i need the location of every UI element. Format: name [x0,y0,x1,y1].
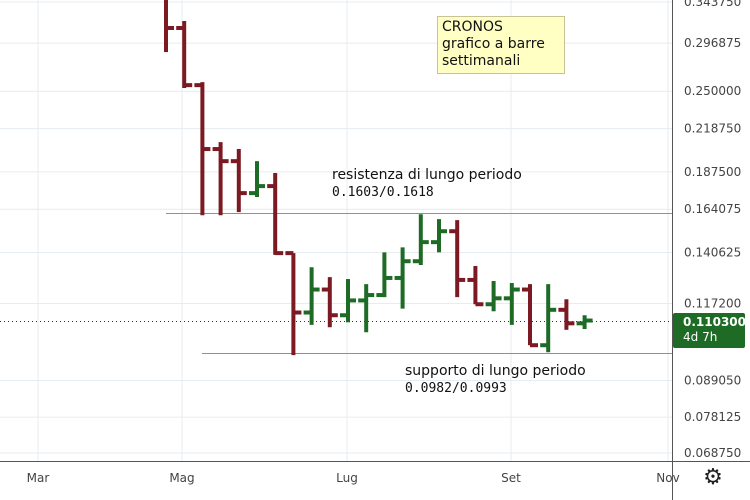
ohlc-bar [394,247,411,309]
ohlc-bar [267,173,284,256]
y-tick-label: 0.117200 [684,297,741,311]
title-line: CRONOS [442,19,503,35]
ohlc-bar [194,82,211,216]
y-tick-label: 0.164075 [684,202,741,216]
ohlc-bar [164,0,174,53]
x-tick-label: Mag [169,471,194,485]
ohlc-bar [449,220,466,298]
ohlc-bar [540,284,557,353]
ohlc-bar [503,283,520,325]
ohlc-bar [558,299,575,330]
settings-gear-icon[interactable]: ⚙ [703,465,723,490]
support-annotation: supporto di lungo periodo 0.0982/0.0993 [405,363,586,397]
ohlc-bar [212,142,229,216]
y-tick-label: 0.250000 [684,84,741,98]
support-value: 0.0982/0.0993 [405,381,507,396]
ohlc-bar [230,149,247,213]
y-tick-label: 0.343750 [684,0,741,9]
y-tick-label: 0.068750 [684,446,741,460]
y-tick-label: 0.140625 [684,245,741,259]
x-tick-label: Lug [336,471,358,485]
resistance-value: 0.1603/0.1618 [332,185,434,200]
title-line: settimanali [442,53,521,69]
ohlc-bar [576,315,593,330]
ohlc-bar [376,252,393,298]
ohlc-bar [285,251,302,356]
support-label: supporto di lungo periodo [405,363,586,379]
ohlc-bar [303,267,320,325]
ohlc-bar [321,277,338,328]
bar-countdown: 4d 7h [683,330,718,344]
ohlc-bar [485,281,502,312]
x-tick-label: Nov [656,471,679,485]
x-tick-label: Mar [27,471,50,485]
y-tick-label: 0.187500 [684,165,741,179]
y-tick-label: 0.296875 [684,36,741,50]
ohlc-bar [358,284,375,333]
y-tick-label: 0.089050 [684,374,741,388]
ohlc-bar [412,214,429,265]
last-price-label: 0.110300 [683,315,747,329]
resistance-label: resistenza di lungo periodo [332,167,522,183]
chart-title-box: CRONOS grafico a barre settimanali [437,16,565,74]
x-tick-label: Set [501,471,521,485]
title-line: grafico a barre [442,36,545,52]
ohlc-bar [249,161,265,198]
ohlc-bar [176,21,193,89]
ohlc-bar [340,279,356,323]
ohlc-bar [431,219,447,253]
resistance-annotation: resistenza di lungo periodo 0.1603/0.161… [332,167,522,201]
ohlc-bar [522,284,538,348]
ohlc-bar [467,265,484,307]
y-tick-label: 0.218750 [684,122,741,136]
y-tick-label: 0.078125 [684,410,741,424]
last-price-badge: 0.110300 4d 7h [673,313,747,348]
